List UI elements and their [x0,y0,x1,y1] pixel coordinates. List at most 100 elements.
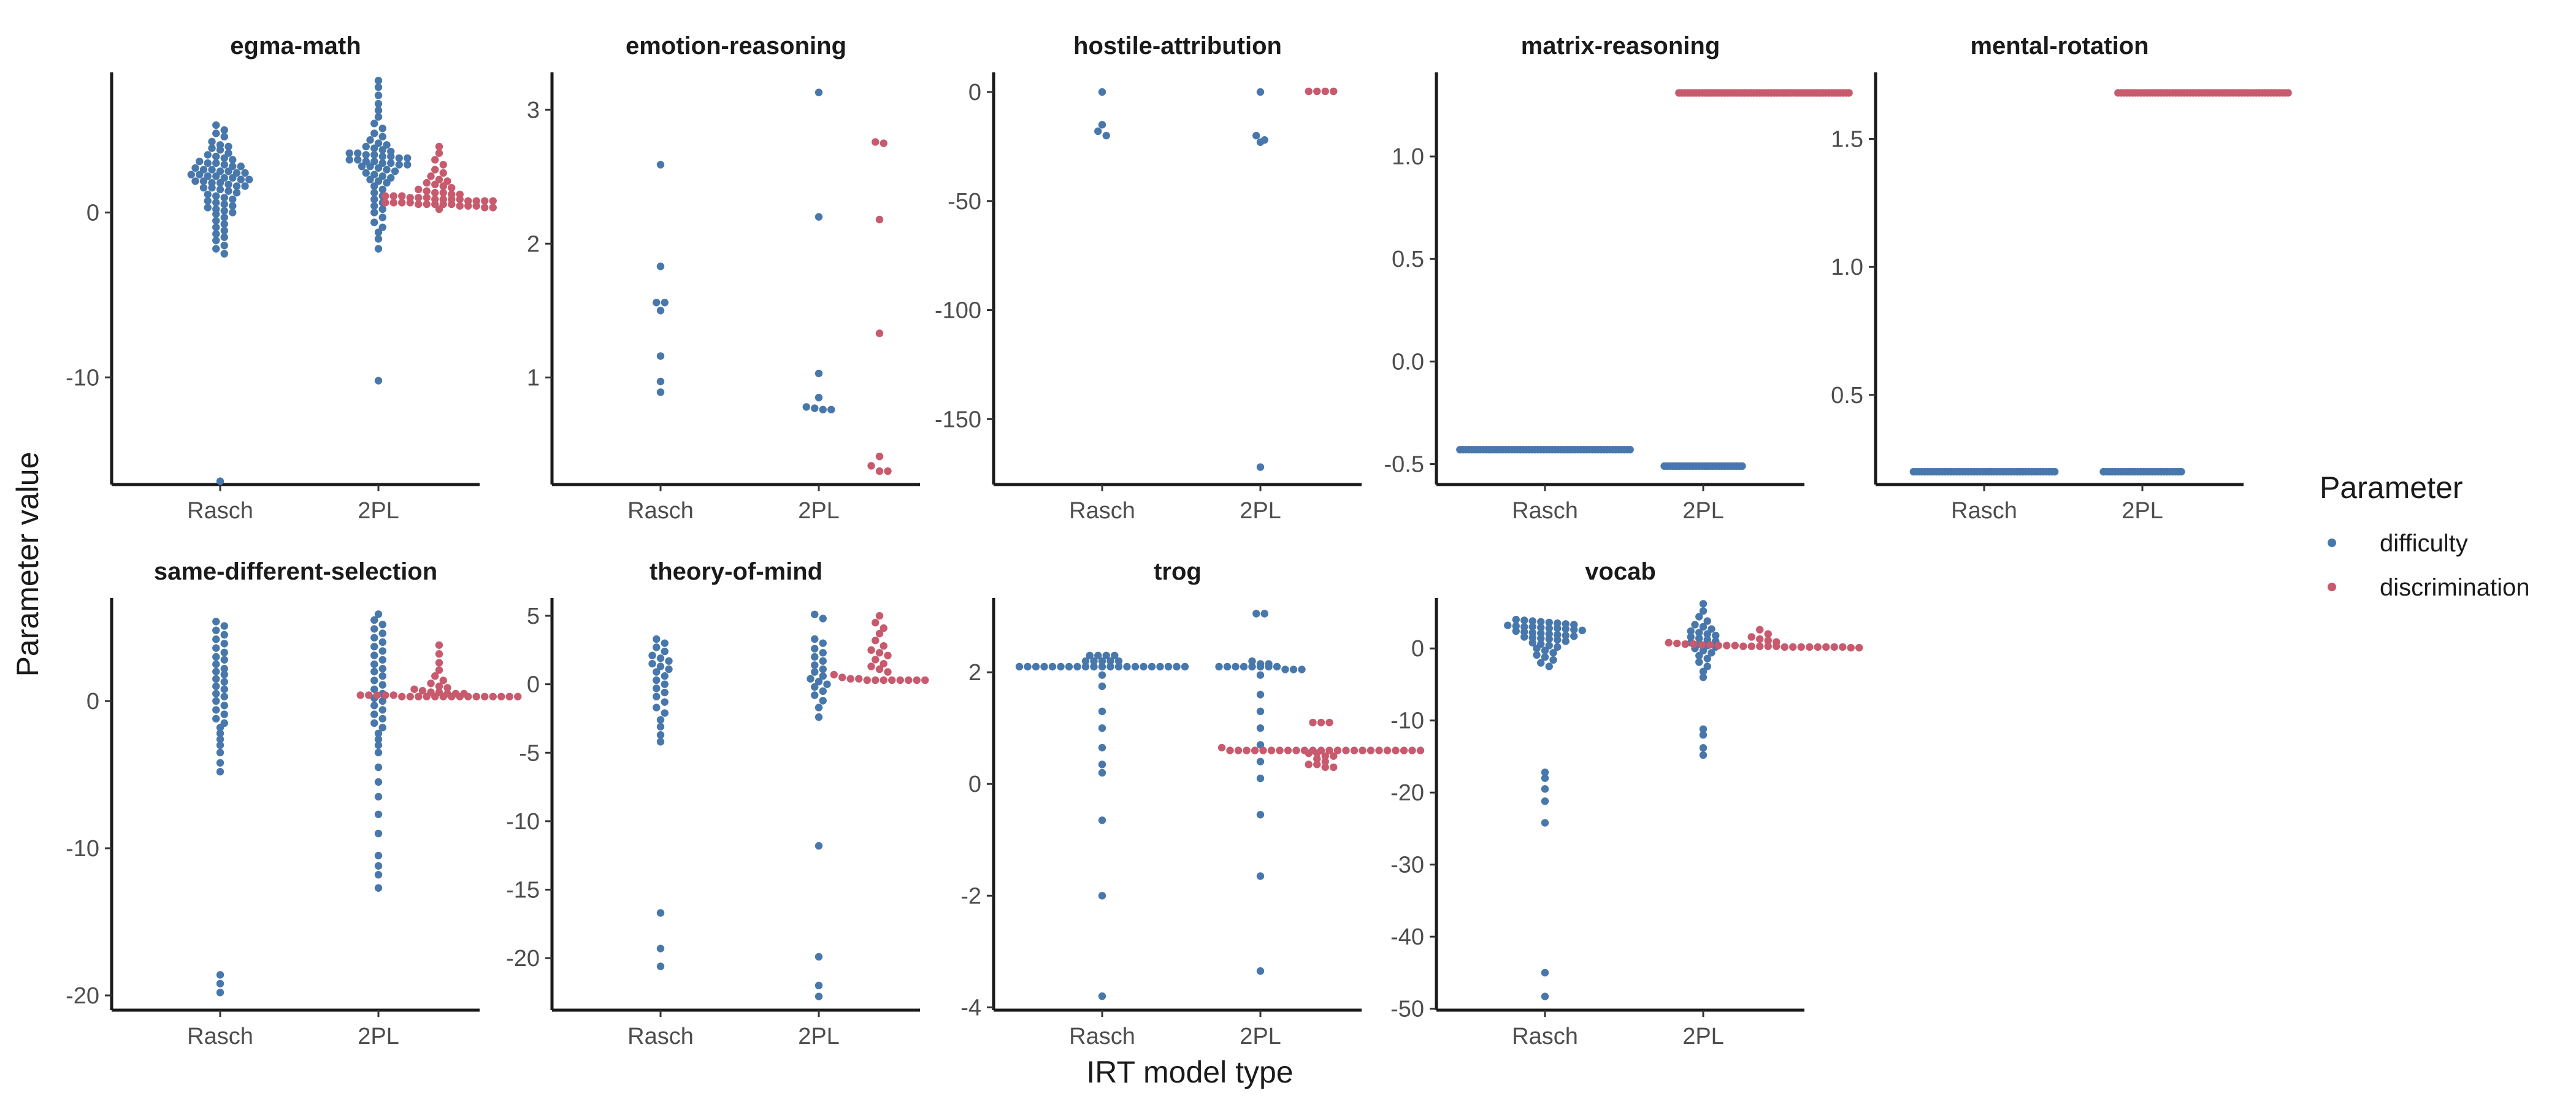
data-point-discrimination [875,452,884,461]
data-point-difficulty [212,618,220,626]
data-point-discrimination [1305,749,1313,757]
panel-title: theory-of-mind [650,558,822,585]
data-point-difficulty [1106,657,1114,665]
legend-key-discrimination [2328,583,2336,591]
data-point-discrimination [872,618,880,627]
x-tick-label: 2PL [798,498,840,524]
data-point-discrimination [435,650,443,658]
data-point-difficulty [1114,662,1123,671]
data-point-difficulty [212,236,220,245]
y-tick-label: -150 [935,407,981,432]
x-tick-label: Rasch [187,498,253,524]
data-point-difficulty [811,668,819,676]
y-tick-label: 1 [527,365,540,391]
data-point-difficulty [241,182,249,190]
data-point-difficulty [1098,88,1106,96]
data-point-difficulty [212,210,220,218]
data-point-difficulty [1691,621,1699,629]
data-point-discrimination [880,676,887,684]
data-point-difficulty [212,644,220,652]
data-point-discrimination [1714,642,1722,650]
data-point-difficulty [1256,463,1265,471]
data-point-discrimination [1313,87,1321,96]
data-point-difficulty [370,677,378,684]
data-point-difficulty [216,979,224,988]
data-point-discrimination [1756,626,1764,634]
data-point-difficulty [1289,665,1298,673]
data-point-difficulty [374,851,383,860]
data-point-difficulty [1148,662,1156,671]
data-point-difficulty [1098,707,1106,716]
data-point-difficulty [220,692,228,701]
data-point-discrimination [439,677,447,684]
data-point-difficulty [656,731,665,739]
data-point-discrimination [423,178,431,187]
data-point-difficulty [220,154,228,162]
data-point-difficulty [1098,682,1106,691]
data-point-discrimination [1217,743,1226,752]
panel-egma-math: egma-math 0 -10 Rasch 2PL [66,33,497,524]
y-tick-label: 0 [86,200,99,226]
data-point-discrimination [1305,761,1313,769]
data-point-difficulty [1699,646,1708,654]
y-tick-label: -40 [1390,924,1424,950]
data-point-discrimination [1251,746,1259,754]
data-point-difficulty [216,178,224,187]
data-point-difficulty [1252,131,1260,140]
data-point-discrimination [406,199,414,207]
data-point-difficulty [220,250,228,258]
data-point-discrimination [1321,87,1329,96]
data-point-difficulty [1528,617,1536,625]
data-point-difficulty [374,610,383,618]
data-point-difficulty [370,634,378,642]
data-point-difficulty [661,647,669,656]
data-point-discrimination [1305,87,1313,96]
data-point-difficulty [391,167,399,175]
data-point-difficulty [374,91,383,99]
data-point-difficulty [1520,616,1528,624]
data-point-difficulty [1260,610,1268,618]
data-point-difficulty [220,710,228,718]
data-point-discrimination [863,676,871,684]
data-point-difficulty [370,189,378,197]
x-tick-label: 2PL [358,1024,399,1049]
data-point-difficulty [374,377,383,385]
data-point-difficulty [395,154,403,162]
data-point-difficulty [1699,731,1708,739]
data-point-discrimination [1321,752,1329,760]
data-point-difficulty [370,144,378,152]
data-point-difficulty [374,792,383,801]
data-point-discrimination [875,467,884,475]
data-point-discrimination [1847,643,1855,652]
data-point-difficulty [1541,769,1549,776]
x-tick-label: 2PL [1682,498,1724,524]
data-point-discrimination [880,139,887,147]
data-point-discrimination [365,691,373,699]
data-point-discrimination [1321,763,1329,772]
data-point-difficulty [656,307,665,315]
data-point-difficulty [819,639,827,647]
data-point-discrimination [1267,746,1276,754]
data-point-difficulty [1554,624,1562,632]
x-tick-label: Rasch [627,1024,694,1049]
data-point-discrimination [1350,746,1359,754]
data-point-difficulty [1541,774,1549,782]
data-point-discrimination [1416,746,1425,754]
data-point-difficulty [370,195,378,204]
data-point-difficulty [395,161,403,169]
data-point-difficulty [661,639,669,647]
data-point-discrimination [1764,642,1772,650]
data-point-discrimination [514,692,522,701]
y-tick-label: 0 [968,80,981,105]
data-point-difficulty [1102,131,1110,140]
data-point-difficulty [237,175,245,183]
data-point-difficulty [237,163,245,171]
data-point-discrimination [464,202,472,210]
data-point-difficulty [374,77,383,85]
legend-title: Parameter [2320,470,2463,505]
data-point-discrimination [880,659,887,668]
data-point-difficulty [229,202,237,210]
data-point-difficulty [370,685,378,694]
data-point-difficulty [374,729,383,738]
